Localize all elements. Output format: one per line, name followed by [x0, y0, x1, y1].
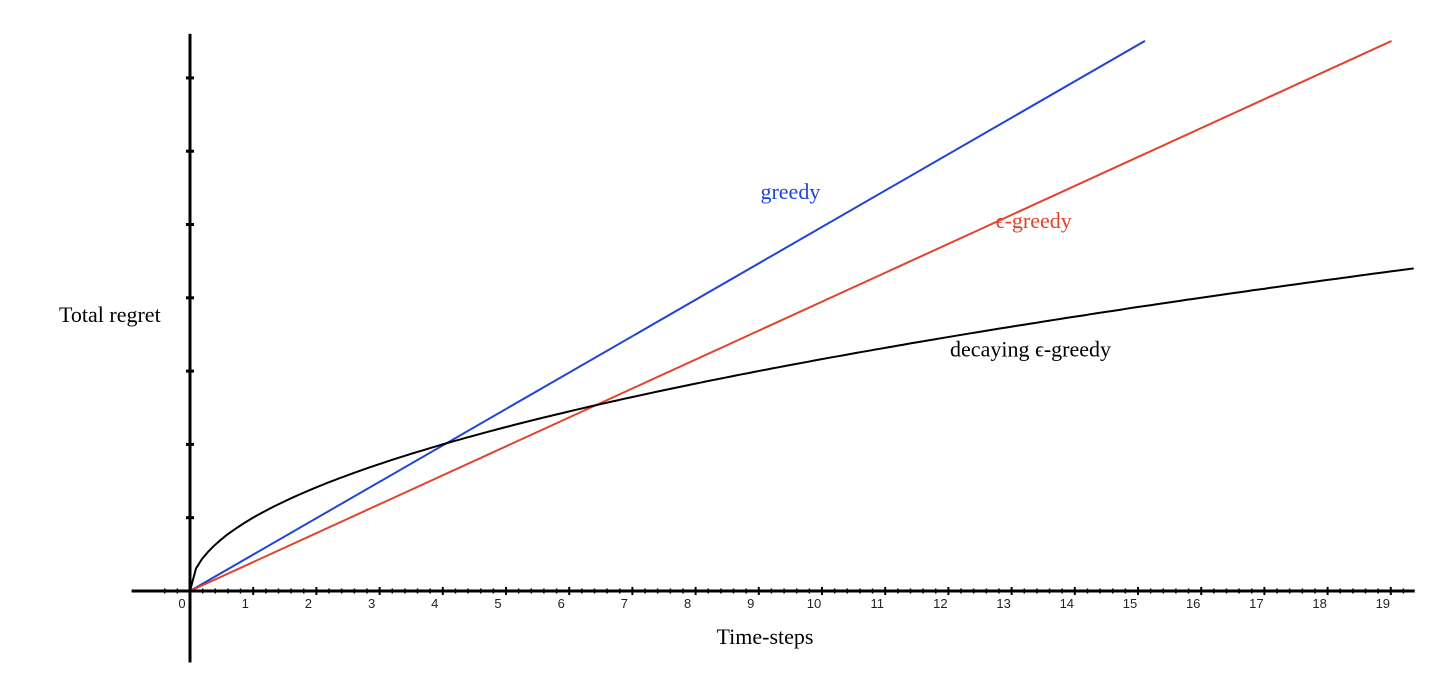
series-annotation-0: greedy	[760, 179, 820, 204]
y-axis-label: Total regret	[59, 302, 161, 327]
x-tick-label-7: 7	[621, 596, 628, 611]
x-tick-label-2: 2	[305, 596, 312, 611]
axes	[131, 33, 1415, 663]
series-line-1	[189, 40, 1392, 592]
series-annotations: greedy ϵ-greedy decaying ϵ-greedy	[760, 179, 1111, 362]
x-tick-label-15: 15	[1123, 596, 1137, 611]
x-tick-label-1: 1	[242, 596, 249, 611]
x-tick-label-16: 16	[1186, 596, 1200, 611]
x-axis-label: Time-steps	[717, 624, 814, 649]
x-tick-label-19: 19	[1376, 596, 1390, 611]
x-tick-label-17: 17	[1249, 596, 1263, 611]
x-tick-label-18: 18	[1312, 596, 1326, 611]
series-line-0	[189, 40, 1146, 592]
x-tick-label-6: 6	[558, 596, 565, 611]
x-tick-label-4: 4	[431, 596, 438, 611]
x-tick-label-14: 14	[1060, 596, 1074, 611]
x-tick-label-0: 0	[178, 596, 185, 611]
x-tick-label-5: 5	[494, 596, 501, 611]
x-tick-label-10: 10	[807, 596, 821, 611]
x-tick-label-8: 8	[684, 596, 691, 611]
x-tick-label-12: 12	[933, 596, 947, 611]
x-tick-label-9: 9	[747, 596, 754, 611]
series-annotation-2: decaying ϵ-greedy	[950, 336, 1111, 361]
series-annotation-1: ϵ-greedy	[996, 208, 1072, 233]
series-line-2	[189, 267, 1414, 592]
series-lines	[189, 40, 1414, 592]
x-tick-label-3: 3	[368, 596, 375, 611]
x-tick-labels: 0 1 2 3 4 5 6 7 8 9 10 11 12 13 14 15 16 17 18 19	[178, 596, 1390, 611]
x-tick-label-11: 11	[870, 596, 884, 611]
x-tick-label-13: 13	[996, 596, 1010, 611]
